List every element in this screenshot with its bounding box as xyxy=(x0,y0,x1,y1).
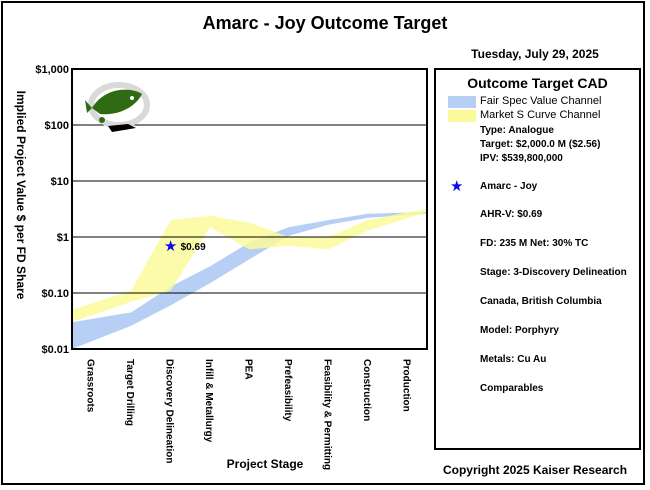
x-tick-label: Infill & Metallurgy xyxy=(203,359,214,443)
legend-company: Amarc - Joy xyxy=(480,181,538,192)
x-tick-label: Construction xyxy=(361,359,372,421)
legend-item-fair: Fair Spec Value Channel xyxy=(480,95,602,107)
legend-type: Type: Analogue xyxy=(480,125,554,136)
fish-logo-icon xyxy=(85,82,150,132)
y-tick-label: $1 xyxy=(57,232,69,244)
x-tick-label: Grassroots xyxy=(85,359,96,413)
x-tick-label: Target Drilling xyxy=(124,359,135,426)
x-axis-label: Project Stage xyxy=(227,457,304,471)
x-tick-label: PEA xyxy=(243,359,254,380)
data-marker-star: ★ xyxy=(164,238,177,255)
legend-swatch-fair xyxy=(448,96,476,108)
legend-comparables: Comparables xyxy=(480,383,544,394)
legend-fd: FD: 235 M Net: 30% TC xyxy=(480,238,589,249)
legend-ahrv: AHR-V: $0.69 xyxy=(480,209,543,220)
legend-target: Target: $2,000.0 M ($2.56) xyxy=(480,139,601,150)
legend-item-market: Market S Curve Channel xyxy=(480,109,601,121)
x-tick-label: Discovery Delineation xyxy=(164,359,175,463)
legend-stage: Stage: 3-Discovery Delineation xyxy=(480,267,627,278)
legend-box: Outcome Target CAD Fair Spec Value Chann… xyxy=(434,68,641,450)
y-tick-label: $1,000 xyxy=(35,64,69,76)
report-date: Tuesday, July 29, 2025 xyxy=(471,47,599,61)
series-band-market-s-curve xyxy=(72,208,427,323)
y-tick-label: $10 xyxy=(51,176,69,188)
legend-model: Model: Porphyry xyxy=(480,325,559,336)
y-tick-label: $0.01 xyxy=(41,344,69,356)
data-label: $0.69 xyxy=(181,242,206,253)
legend-title: Outcome Target CAD xyxy=(467,75,608,91)
y-tick-label: $0.10 xyxy=(41,288,69,300)
legend-ipv: IPV: $539,800,000 xyxy=(480,153,563,164)
x-tick-label: Feasibility & Permitting xyxy=(321,359,332,470)
legend-metals: Metals: Cu Au xyxy=(480,354,547,365)
star-icon: ★ xyxy=(450,178,464,195)
legend-location: Canada, British Columbia xyxy=(480,296,602,307)
copyright: Copyright 2025 Kaiser Research xyxy=(442,463,628,477)
plot-border xyxy=(71,68,428,350)
x-tick-label: Production xyxy=(400,359,411,412)
legend-swatch-market xyxy=(448,110,476,122)
y-axis-label: Implied Project Value $ per FD Share xyxy=(14,91,28,300)
chart-frame xyxy=(1,1,645,485)
y-tick-label: $100 xyxy=(45,120,69,132)
x-tick-label: Prefeasibility xyxy=(282,359,293,422)
chart-title: Amarc - Joy Outcome Target xyxy=(202,13,448,33)
